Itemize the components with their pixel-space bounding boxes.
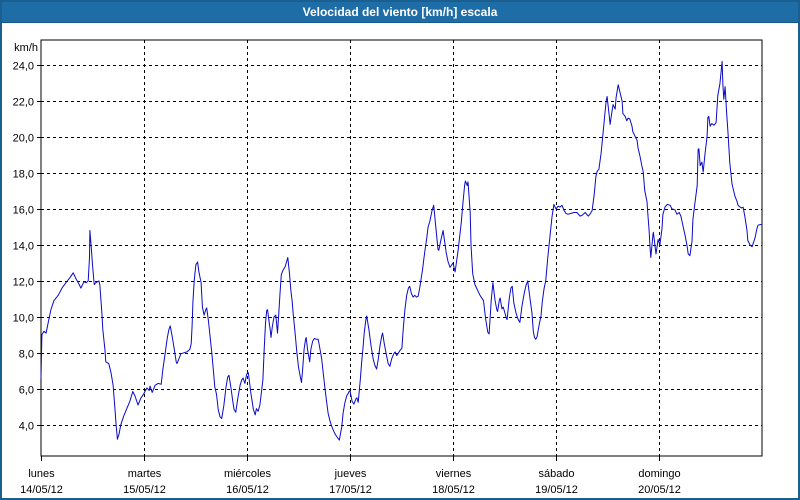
unit-label: km/h [14, 42, 38, 54]
y-tick-label: 12,0 [13, 277, 34, 289]
day-date-label: 18/05/12 [432, 484, 475, 496]
chart-area: 24,0 22,0 20,0 18,0 16,0 14,0 12,0 10,0 8,0 6,0 4,… [2, 23, 798, 497]
day-weekday-label: lunes [28, 468, 55, 480]
y-tick-label: 8,0 [19, 349, 34, 361]
title-bar: Velocidad del viento [km/h] escala [2, 2, 798, 23]
day-weekday-label: domingo [638, 468, 680, 480]
y-tick-label: 4,0 [19, 421, 34, 433]
day-weekday-label: sábado [538, 468, 574, 480]
wind-speed-line [40, 60, 763, 441]
y-tick-label: 24,0 [13, 61, 34, 73]
y-tick-label: 14,0 [13, 241, 34, 253]
day-date-label: 15/05/12 [123, 484, 166, 496]
y-tick-label: 20,0 [13, 133, 34, 145]
day-weekday-label: miércoles [224, 468, 272, 480]
y-tick-label: 16,0 [13, 205, 34, 217]
day-weekday-label: viernes [436, 468, 472, 480]
y-tick-label: 6,0 [19, 385, 34, 397]
day-weekday-label: martes [128, 468, 162, 480]
window-title: Velocidad del viento [km/h] escala [302, 5, 498, 19]
day-date-label: 19/05/12 [535, 484, 578, 496]
wind-speed-chart: 24,0 22,0 20,0 18,0 16,0 14,0 12,0 10,0 8,0 6,0 4,… [13, 39, 763, 496]
day-date-label: 17/05/12 [329, 484, 372, 496]
y-tick-label: 10,0 [13, 313, 34, 325]
day-date-label: 16/05/12 [226, 484, 269, 496]
plot-frame [40, 39, 763, 457]
day-date-label: 14/05/12 [20, 484, 63, 496]
day-date-label: 20/05/12 [638, 484, 681, 496]
y-tick-label: 22,0 [13, 97, 34, 109]
y-tick-label: 18,0 [13, 169, 34, 181]
day-weekday-label: jueves [334, 468, 367, 480]
